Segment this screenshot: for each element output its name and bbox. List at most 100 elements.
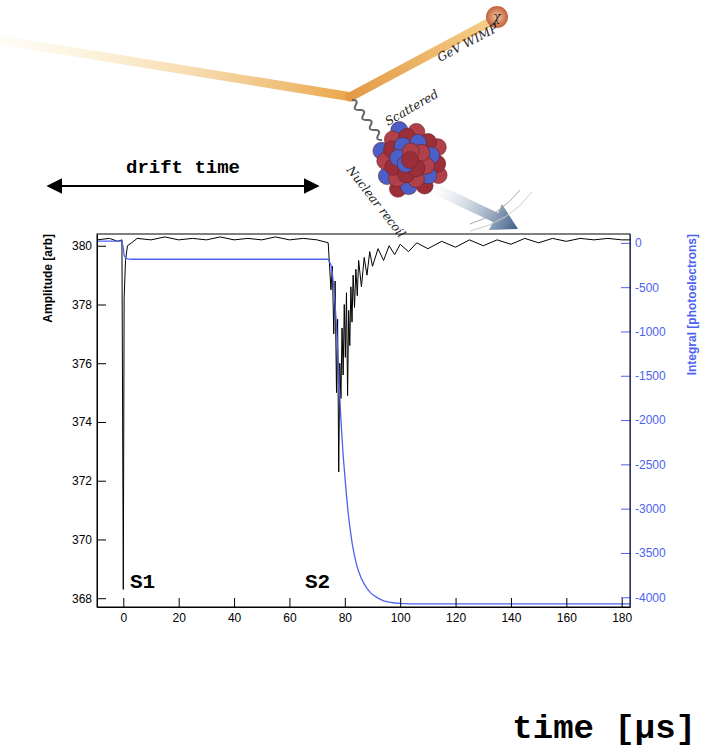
tick-label: 180: [612, 611, 632, 625]
tick-label: -3500: [635, 546, 666, 560]
tick-mark: [622, 598, 623, 607]
tick: 374: [72, 415, 106, 429]
tick-label: 370: [72, 533, 92, 547]
tick-mark: [234, 598, 235, 607]
incoming-wimp: [0, 40, 352, 97]
tick-label: 368: [72, 592, 92, 606]
tick-label: 0: [635, 236, 642, 250]
tick-mark: [345, 598, 346, 607]
tick: 20: [173, 598, 187, 625]
tick-label: 0: [120, 611, 127, 625]
tick-label: 20: [173, 611, 187, 625]
recoil-arc: [470, 190, 520, 224]
y2-axis-title: Integral [photoelectrons]: [685, 234, 699, 375]
tick: -3500: [621, 546, 666, 560]
waveform-line: [97, 237, 630, 589]
tick-label: 120: [446, 611, 466, 625]
tick-mark: [621, 376, 630, 377]
tick-mark: [566, 598, 567, 607]
tick-mark: [289, 598, 290, 607]
illustration-label: Scattered: [383, 87, 442, 129]
tick-mark: [97, 481, 106, 482]
tick-mark: [621, 420, 630, 421]
tick: -1500: [621, 369, 666, 383]
tick-label: -4000: [635, 591, 666, 605]
tick-label: -3000: [635, 502, 666, 516]
plot-frame: [97, 234, 630, 607]
tick-mark: [400, 598, 401, 607]
tick: 140: [501, 598, 521, 625]
tick: 0: [120, 598, 127, 625]
tick-mark: [621, 464, 630, 465]
tick-mark: [621, 287, 630, 288]
annotation: S1: [130, 571, 155, 594]
tick-label: -500: [635, 280, 659, 294]
tick: 60: [283, 598, 297, 625]
tick-mark: [123, 598, 124, 607]
tick: -500: [621, 280, 659, 294]
tick: 160: [557, 598, 577, 625]
tick-label: 376: [72, 357, 92, 371]
tick-label: 100: [391, 611, 411, 625]
illustration: χGeV WIMPScatteredNuclear recoil: [0, 6, 532, 241]
recoil-arc: [470, 192, 532, 231]
tick-mark: [621, 597, 630, 598]
tick-mark: [621, 331, 630, 332]
tick: 370: [72, 533, 106, 547]
nucleon: [402, 152, 419, 169]
tick: -2500: [621, 458, 666, 472]
tick: 80: [339, 598, 353, 625]
tick-label: 374: [72, 415, 92, 429]
tick: 376: [72, 357, 106, 371]
tick-mark: [621, 243, 630, 244]
nucleus: [373, 122, 447, 198]
integral-line: [97, 241, 630, 604]
tick: -1000: [621, 325, 666, 339]
tick-label: 378: [72, 298, 92, 312]
tick: 380: [72, 239, 106, 253]
tick-mark: [97, 539, 106, 540]
tick-mark: [97, 422, 106, 423]
tick-label: -1500: [635, 369, 666, 383]
tick-mark: [97, 598, 106, 599]
x-axis: 0 20 40 60 80 100 120 140 160 180: [98, 598, 633, 625]
illustration-label: Nuclear recoil: [343, 162, 408, 240]
tick-label: -1000: [635, 325, 666, 339]
plot-area: [97, 237, 630, 604]
tick-mark: [511, 598, 512, 607]
annotation: S2: [305, 571, 330, 594]
tick-mark: [97, 246, 106, 247]
y2-axis: 0 -500 -1000 -1500 -2000 -2500 -3000 -3500 -4000: [621, 235, 666, 608]
tick: -2000: [621, 413, 666, 427]
tick-mark: [97, 363, 106, 364]
tick-label: 40: [228, 611, 242, 625]
tick: 372: [72, 474, 106, 488]
x-axis-title: time [µs]: [512, 710, 696, 748]
tick: 120: [446, 598, 466, 625]
annotation: drift time: [126, 157, 240, 179]
recoil-arrow: [420, 178, 518, 230]
tick-mark: [97, 304, 106, 305]
tick-label: 380: [72, 239, 92, 253]
tick-mark: [621, 509, 630, 510]
illustration-label: GeV WIMP: [435, 21, 501, 65]
drift-time-arrow: [48, 185, 318, 187]
tick: -4000: [621, 591, 666, 605]
tick-label: 160: [557, 611, 577, 625]
exchange-squiggle: [352, 100, 382, 140]
tick-label: 140: [501, 611, 521, 625]
tick-mark: [621, 553, 630, 554]
tick: 0: [621, 236, 642, 250]
figure: χGeV WIMPScatteredNuclear recoil02040608…: [0, 0, 707, 752]
tick-mark: [179, 598, 180, 607]
y-axis-title: Amplitude [arb]: [41, 234, 55, 323]
tick: 180: [612, 598, 632, 625]
tick: 100: [391, 598, 411, 625]
tick-label: 80: [339, 611, 353, 625]
tick-label: -2000: [635, 413, 666, 427]
tick: 40: [228, 598, 242, 625]
y-axis: 368 370 372 374 376 378 380: [72, 235, 106, 608]
tick-mark: [456, 598, 457, 607]
tick-label: -2500: [635, 458, 666, 472]
tick: -3000: [621, 502, 666, 516]
